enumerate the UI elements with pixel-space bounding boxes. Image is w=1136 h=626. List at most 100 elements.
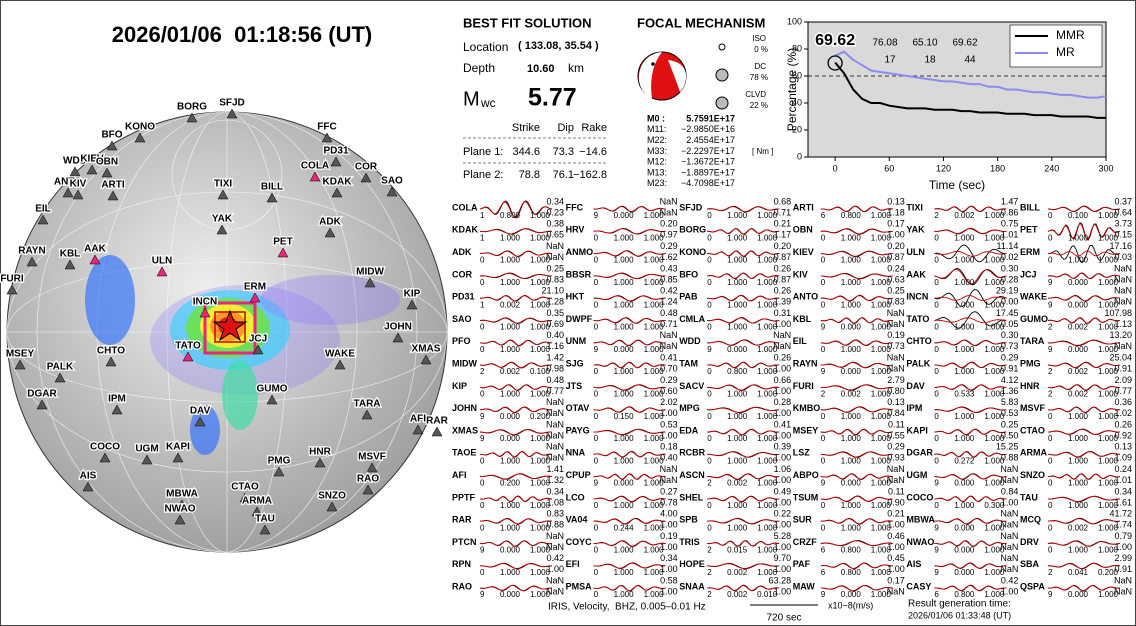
- station-weight: 1.000: [1068, 256, 1089, 265]
- station-weight: 1.000: [1098, 345, 1119, 354]
- station-name: RCBR: [679, 448, 705, 458]
- station-weight: 0.002: [1068, 323, 1089, 332]
- waveform-synthetic: [934, 384, 1007, 391]
- station-name: SJG: [566, 358, 584, 368]
- moment-label: M12:: [647, 157, 667, 167]
- waveform-synthetic: [1047, 272, 1121, 279]
- station-weight: 1.000: [757, 323, 778, 332]
- station-weight: 1.000: [530, 345, 551, 354]
- station-name: SHEL: [679, 492, 704, 502]
- station-weight: 1.000: [614, 568, 635, 577]
- station-vr: NaN: [546, 252, 564, 262]
- station-weight: 1.000: [1068, 233, 1089, 242]
- station-flag: 0: [1048, 501, 1053, 510]
- station-amplitude: 0.19: [660, 531, 678, 541]
- depth: 10.60: [527, 63, 555, 75]
- station-amplitude: NaN: [1000, 509, 1018, 519]
- station-flag: 9: [934, 523, 939, 532]
- station-amplitude: 0.53: [660, 419, 678, 429]
- station-name: COLA: [452, 202, 478, 212]
- station-name: DAV: [906, 381, 924, 391]
- station-amplitude: 0.26: [774, 286, 792, 296]
- waveform-synthetic: [593, 451, 666, 458]
- station-name: PAYG: [566, 425, 590, 435]
- station-weight: 1.000: [500, 233, 521, 242]
- waveform-synthetic: [934, 473, 1007, 480]
- waveform-synthetic: [479, 540, 553, 547]
- plane-value: 344.6: [512, 146, 540, 158]
- station-flag: 9: [821, 590, 826, 599]
- station-weight: 1.000: [727, 390, 748, 399]
- component-value: 0 %: [754, 45, 768, 54]
- station-weight: 1.000: [871, 300, 892, 309]
- waveform-synthetic: [593, 518, 666, 525]
- station-weight: 1.000: [644, 434, 665, 443]
- station-flag: 0: [594, 300, 599, 309]
- station-name: SACV: [679, 381, 704, 391]
- station-flag: 2: [707, 479, 712, 488]
- station-vr: 0.69: [546, 319, 564, 329]
- station-weight: 1.000: [757, 479, 778, 488]
- station-flag: 0: [594, 546, 599, 555]
- station-vr: 0.05: [1001, 319, 1019, 329]
- waveform-synthetic: [934, 362, 1007, 368]
- station-vr: 1.00: [774, 564, 792, 574]
- waveform-synthetic: [934, 205, 1007, 213]
- station-label: ARMA: [242, 496, 272, 507]
- waveform-synthetic: [820, 273, 893, 280]
- inset-bottom: 44: [964, 55, 976, 66]
- generated-time: 2026/01/06 01:33:48 (UT): [908, 610, 1011, 620]
- station-name: BFO: [679, 269, 698, 279]
- station-label: CHTO: [97, 346, 125, 357]
- station-vr: 1.00: [660, 564, 678, 574]
- station-label: BORG: [177, 102, 207, 113]
- station-amplitude: 0.34: [660, 553, 678, 563]
- station-marker: [176, 499, 188, 510]
- station-vr: 1.00: [660, 430, 678, 440]
- station-name: KAPI: [906, 425, 928, 435]
- station-name: OTAV: [566, 403, 590, 413]
- station-vr: 0.93: [887, 453, 905, 463]
- station-marker: [6, 284, 18, 295]
- station-weight: 1.000: [1098, 390, 1119, 399]
- station-flag: 9: [1048, 300, 1053, 309]
- station-marker: [186, 112, 198, 123]
- station-marker: [36, 399, 48, 410]
- station-weight: 1.000: [530, 211, 551, 220]
- station-label: PALK: [47, 362, 74, 373]
- station-amplitude: 0.17: [887, 219, 905, 229]
- station-name: UNM: [566, 336, 587, 346]
- station-weight: 1.000: [644, 256, 665, 265]
- station-marker: [266, 394, 278, 405]
- station-flag: 0: [934, 412, 939, 421]
- station-weight: 1.000: [644, 367, 665, 376]
- station-flag: 2: [480, 367, 485, 376]
- station-weight: 1.000: [644, 323, 665, 332]
- station-amplitude: 0.26: [774, 263, 792, 273]
- waveform-synthetic: [820, 562, 893, 569]
- plane-header: Strike: [512, 122, 540, 134]
- station-name: JTS: [566, 381, 583, 391]
- station-flag: 0: [934, 233, 939, 242]
- station-amplitude: 0.26: [774, 352, 792, 362]
- station-vr: 0.87: [774, 274, 792, 284]
- station-name: TIXI: [906, 202, 923, 212]
- station-vr: 0.88: [1001, 453, 1019, 463]
- station-flag: 0: [594, 233, 599, 242]
- magnitude-label: M: [463, 88, 480, 110]
- station-weight: 1.000: [1098, 211, 1119, 220]
- station-flag: 0: [821, 345, 826, 354]
- station-label: INCN: [193, 297, 217, 308]
- station-weight: 0.015: [727, 546, 748, 555]
- station-weight: 1.000: [1098, 278, 1119, 287]
- station-vr: 0.40: [660, 453, 678, 463]
- station-flag: 6: [934, 590, 939, 599]
- station-marker: [386, 186, 398, 197]
- station-amplitude: NaN: [1000, 464, 1018, 474]
- station-flag: 0: [821, 412, 826, 421]
- station-amplitude: 0.66: [774, 375, 792, 385]
- plane-header: Rake: [581, 122, 607, 134]
- station-amplitude: 0.27: [660, 486, 678, 496]
- station-marker: [26, 256, 38, 267]
- plane-header: Dip: [557, 122, 574, 134]
